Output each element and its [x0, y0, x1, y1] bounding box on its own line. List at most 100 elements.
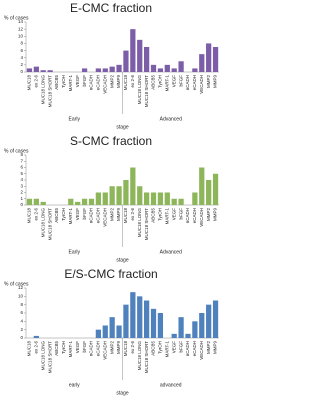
bar: [116, 325, 122, 338]
x-tick-label: VEGF: [75, 75, 80, 88]
x-axis-label: stage: [116, 124, 128, 130]
bar: [150, 308, 157, 338]
x-tick-label: MUC18 SHORT: [144, 208, 149, 240]
bar: [130, 29, 136, 72]
x-tick-label: MMP2: [206, 75, 211, 88]
x-tick-label: nCADH: [89, 208, 94, 223]
x-tick-label: bFGF: [178, 208, 183, 220]
bar: [26, 68, 33, 72]
x-tick-label: MUC18 SHORT: [144, 341, 149, 373]
bar: [130, 292, 136, 338]
x-tick-label: MMP2: [206, 341, 211, 354]
x-tick-label: MUC18 LONG: [40, 341, 45, 371]
y-axis-label: % of cases: [4, 281, 29, 287]
bar: [212, 300, 219, 338]
y-tick-label: 8: [20, 302, 23, 307]
bar: [75, 201, 81, 205]
x-tick-label: MMP9: [213, 208, 218, 221]
x-tick-label: eCADH: [96, 208, 101, 223]
bar: [206, 180, 212, 205]
group-label: advanced: [160, 382, 182, 388]
bar: [68, 198, 74, 205]
bar: [150, 192, 157, 205]
y-tick-label: 3: [20, 183, 23, 188]
bar: [144, 47, 150, 72]
x-tick-label: VECADH: [102, 75, 107, 94]
x-tick-label: ABCB5: [54, 208, 59, 223]
bar: [123, 180, 129, 205]
x-tick-label: MMP2: [206, 208, 211, 221]
x-tick-label: nCADH: [185, 208, 190, 223]
bar: [157, 313, 164, 338]
x-tick-label: nCADH: [89, 341, 94, 356]
bar: [178, 198, 184, 205]
y-tick-label: 2: [20, 327, 23, 332]
x-tick-label: bFGF: [82, 341, 87, 353]
figure: E-CMC fraction% of cases02468101214MUC18…: [4, 1, 219, 396]
bar: [109, 317, 115, 338]
x-tick-label: TyrOH: [158, 208, 163, 221]
x-tick-label: VEGF: [171, 341, 176, 354]
bar: [199, 313, 205, 338]
bar: [164, 192, 170, 205]
y-tick-label: 2: [20, 62, 23, 67]
x-tick-label: MUC18 LONG: [137, 341, 142, 371]
x-tick-label: VECADH: [199, 208, 204, 227]
bar: [157, 192, 164, 205]
y-tick-label: 12: [18, 26, 24, 31]
bar: [144, 300, 150, 338]
x-tick-label: bFGF: [82, 208, 87, 220]
y-tick-label: 2: [20, 190, 23, 195]
bar: [102, 68, 108, 72]
x-tick-label: MMP9: [116, 208, 121, 221]
x-tick-label: ABCB5: [151, 208, 156, 223]
x-tick-label: VECADH: [102, 208, 107, 227]
bar: [157, 68, 164, 72]
x-tick-label: bFGF: [178, 341, 183, 353]
x-tick-label: MART-1: [164, 341, 169, 358]
bar: [206, 304, 212, 338]
y-axis-label: % of cases: [4, 148, 29, 154]
x-tick-label: bFGF: [178, 75, 183, 87]
bar: [206, 43, 212, 72]
y-tick-label: 0: [20, 202, 23, 207]
bar: [95, 192, 101, 205]
bar: [192, 68, 198, 72]
group-label: Early: [69, 116, 81, 122]
x-tick-label: eCADH: [192, 75, 197, 90]
x-tick-label: MUC18 SHORT: [47, 341, 52, 373]
x-tick-label: MUC18 SHORT: [47, 208, 52, 240]
y-tick-label: 4: [20, 55, 23, 60]
bar: [164, 64, 170, 72]
y-tick-label: 14: [18, 19, 24, 24]
bar: [26, 198, 33, 205]
x-tick-label: MUC18: [27, 75, 32, 91]
group-label: Advanced: [160, 249, 182, 255]
bar: [109, 186, 115, 205]
x-tick-label: ex 2-6: [130, 208, 135, 221]
x-tick-label: ex 2-6: [130, 341, 135, 354]
bar: [109, 66, 115, 72]
x-tick-label: ABCB5: [54, 75, 59, 90]
bar: [144, 192, 150, 205]
x-axis-label: stage: [116, 257, 128, 263]
bar: [40, 70, 46, 72]
x-tick-label: eCADH: [96, 75, 101, 90]
x-tick-label: ex 2-6: [34, 341, 39, 354]
x-tick-label: MMP9: [116, 341, 121, 354]
bar: [137, 296, 143, 338]
x-tick-label: VECADH: [199, 341, 204, 360]
x-tick-label: MART-1: [68, 75, 73, 92]
bar: [130, 167, 136, 205]
bar: [171, 333, 177, 338]
bar: [47, 70, 53, 72]
x-tick-label: VECADH: [102, 341, 107, 360]
x-tick-label: nCADH: [89, 75, 94, 90]
chart-title: E/S-CMC fraction: [64, 267, 157, 281]
y-axis-label: % of cases: [4, 15, 29, 21]
y-tick-label: 10: [18, 33, 24, 38]
y-tick-label: 6: [20, 310, 23, 315]
bar: [81, 68, 88, 72]
group-label: Early: [69, 249, 81, 255]
bar: [185, 333, 191, 338]
